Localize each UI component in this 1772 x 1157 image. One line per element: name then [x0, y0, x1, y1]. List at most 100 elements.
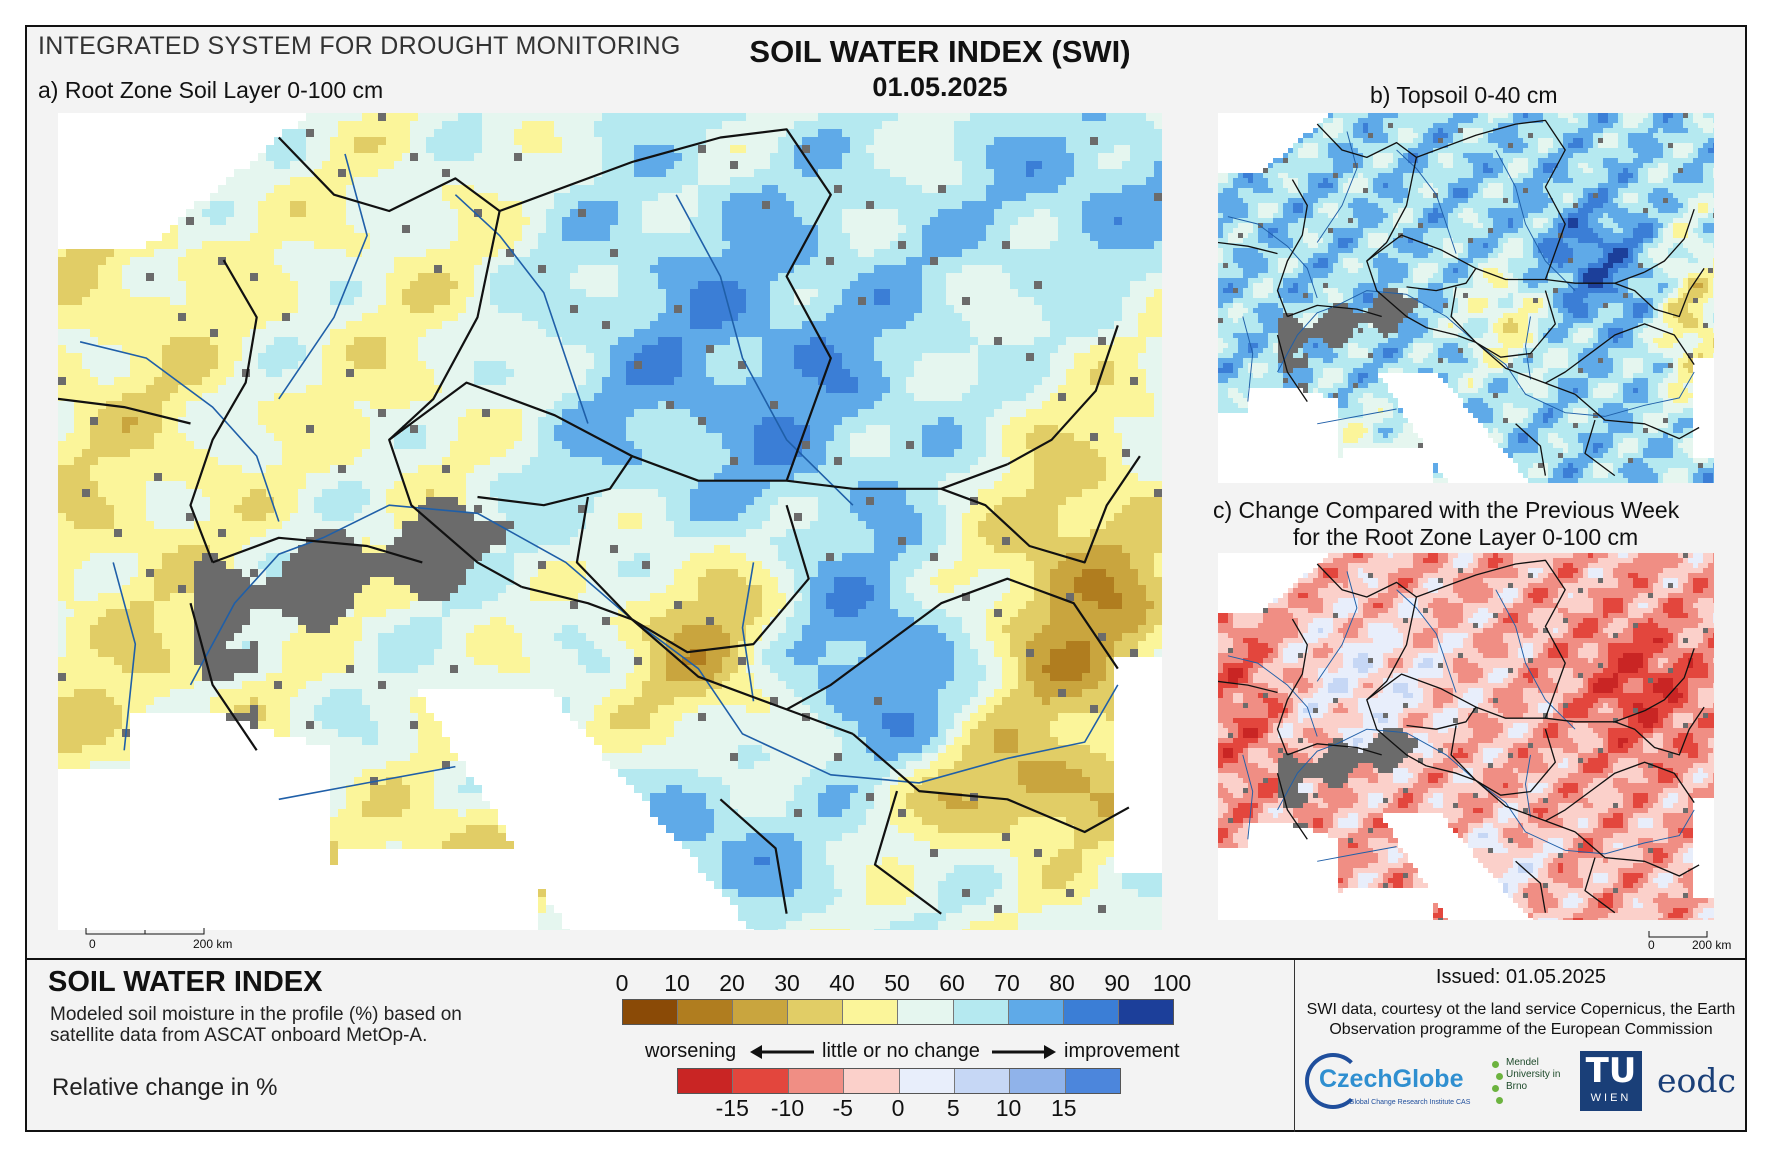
country-border [1416, 559, 1566, 719]
country-border [499, 128, 832, 482]
change-class-6 [1010, 1069, 1066, 1093]
river-line [1525, 754, 1531, 818]
river-line [278, 765, 456, 801]
scalebar-c-bar [1648, 931, 1708, 938]
tu-text: TU [1580, 1051, 1642, 1091]
partner-logos: CzechGlobe Global Change Research Instit… [1305, 1045, 1745, 1120]
country-border [1644, 648, 1695, 712]
change-tick-label: 10 [996, 1095, 1022, 1122]
river-line [1227, 655, 1318, 737]
swi-tick-label: 40 [829, 970, 855, 997]
country-border [852, 733, 1130, 834]
swi-tick-label: 0 [616, 970, 629, 997]
panel-a-label: a) Root Zone Soil Layer 0-100 cm [38, 77, 383, 104]
arrow-left-icon [750, 1045, 814, 1059]
czechglobe-text: CzechGlobe [1319, 1065, 1463, 1094]
map-topsoil [1218, 113, 1714, 483]
change-class-2 [788, 1069, 845, 1093]
scalebar-a-distance: 200 km [193, 937, 232, 951]
country-border [1574, 393, 1700, 440]
arrow-right-icon [992, 1045, 1056, 1059]
legend-description: Modeled soil moisture in the profile (%)… [50, 1004, 530, 1046]
swi-class-6 [953, 1000, 1009, 1024]
river-line [1495, 149, 1576, 291]
country-border [189, 259, 258, 563]
country-border [1545, 761, 1695, 822]
change-tick-label: -10 [771, 1095, 804, 1122]
country-border [1614, 268, 1705, 318]
change-class-4 [899, 1069, 955, 1093]
change-tick-label: 0 [892, 1095, 905, 1122]
change-class-3 [844, 1069, 900, 1093]
relative-change-label: Relative change in % [52, 1074, 277, 1102]
country-border [873, 790, 942, 915]
swi-class-4 [843, 1000, 899, 1024]
river-line [454, 194, 589, 424]
issued-date: Issued: 01.05.2025 [1296, 966, 1746, 989]
country-border [1574, 831, 1700, 877]
raster-layer [1218, 553, 1714, 920]
swi-class-2 [733, 1000, 789, 1024]
swi-tick-label: 10 [664, 970, 690, 997]
czechglobe-subtext: Global Change Research Institute CAS [1349, 1099, 1470, 1106]
country-border [1515, 860, 1547, 913]
country-border [1426, 765, 1576, 833]
river-line [79, 341, 280, 522]
river-line [741, 562, 755, 702]
country-border [1006, 325, 1119, 466]
country-border [1416, 119, 1566, 280]
swi-tick-label: 50 [884, 970, 910, 997]
scalebar-a: 0 200 km [85, 925, 232, 951]
scalebar-c-zero: 0 [1648, 938, 1655, 952]
country-border [786, 577, 1119, 711]
country-border [1584, 857, 1616, 914]
swi-tick-label: 90 [1104, 970, 1130, 997]
country-border [1426, 326, 1576, 395]
map-change-canvas [1218, 553, 1714, 920]
change-class-7 [1065, 1069, 1120, 1093]
tu-wien-logo: TU WIEN [1580, 1051, 1642, 1111]
mendel-text: Mendel University in Brno [1506, 1057, 1566, 1093]
swi-class-7 [1008, 1000, 1064, 1024]
river-line [1227, 216, 1318, 299]
swi-tick-label: 70 [994, 970, 1020, 997]
country-border [1276, 618, 1308, 756]
country-border [1276, 179, 1308, 317]
country-border [189, 602, 258, 751]
river-line [1396, 589, 1457, 693]
swi-tick-label: 60 [939, 970, 965, 997]
eodc-logo: eodc [1657, 1061, 1736, 1100]
river-line [1316, 131, 1358, 243]
swi-colorbar [622, 999, 1174, 1025]
country-border [1287, 304, 1382, 318]
footer-divider [1294, 960, 1295, 1132]
map-root-zone [58, 113, 1162, 930]
change-colorbar [677, 1068, 1121, 1094]
little-change-label: little or no change [822, 1040, 980, 1063]
map-topsoil-canvas [1218, 113, 1714, 483]
data-credit: SWI data, courtesy ot the land service C… [1296, 1000, 1746, 1040]
country-border [1287, 743, 1382, 756]
change-tick-label: 15 [1051, 1095, 1077, 1122]
country-border [1545, 323, 1695, 384]
swi-class-8 [1063, 1000, 1119, 1024]
swi-tick-label: 100 [1153, 970, 1191, 997]
country-border [58, 397, 191, 425]
improvement-label: improvement [1064, 1040, 1180, 1063]
river-line [675, 194, 854, 506]
swi-class-1 [678, 1000, 734, 1024]
country-border [1316, 123, 1427, 329]
change-class-5 [954, 1069, 1011, 1093]
scalebar-a-bar [85, 928, 205, 935]
system-title: INTEGRATED SYSTEM FOR DROUGHT MONITORING [38, 32, 681, 61]
country-border [1475, 267, 1645, 284]
czechglobe-logo: CzechGlobe Global Change Research Instit… [1305, 1053, 1475, 1113]
country-border [1515, 423, 1547, 476]
change-tick-label: -5 [833, 1095, 853, 1122]
country-border [575, 496, 810, 654]
change-class-0 [678, 1069, 734, 1093]
czechglobe-ring-icon [1305, 1053, 1361, 1109]
map-date: 01.05.2025 [660, 72, 1220, 103]
panel-c-label-line2: for the Root Zone Layer 0-100 cm [1293, 524, 1638, 551]
river-line [1317, 846, 1397, 862]
